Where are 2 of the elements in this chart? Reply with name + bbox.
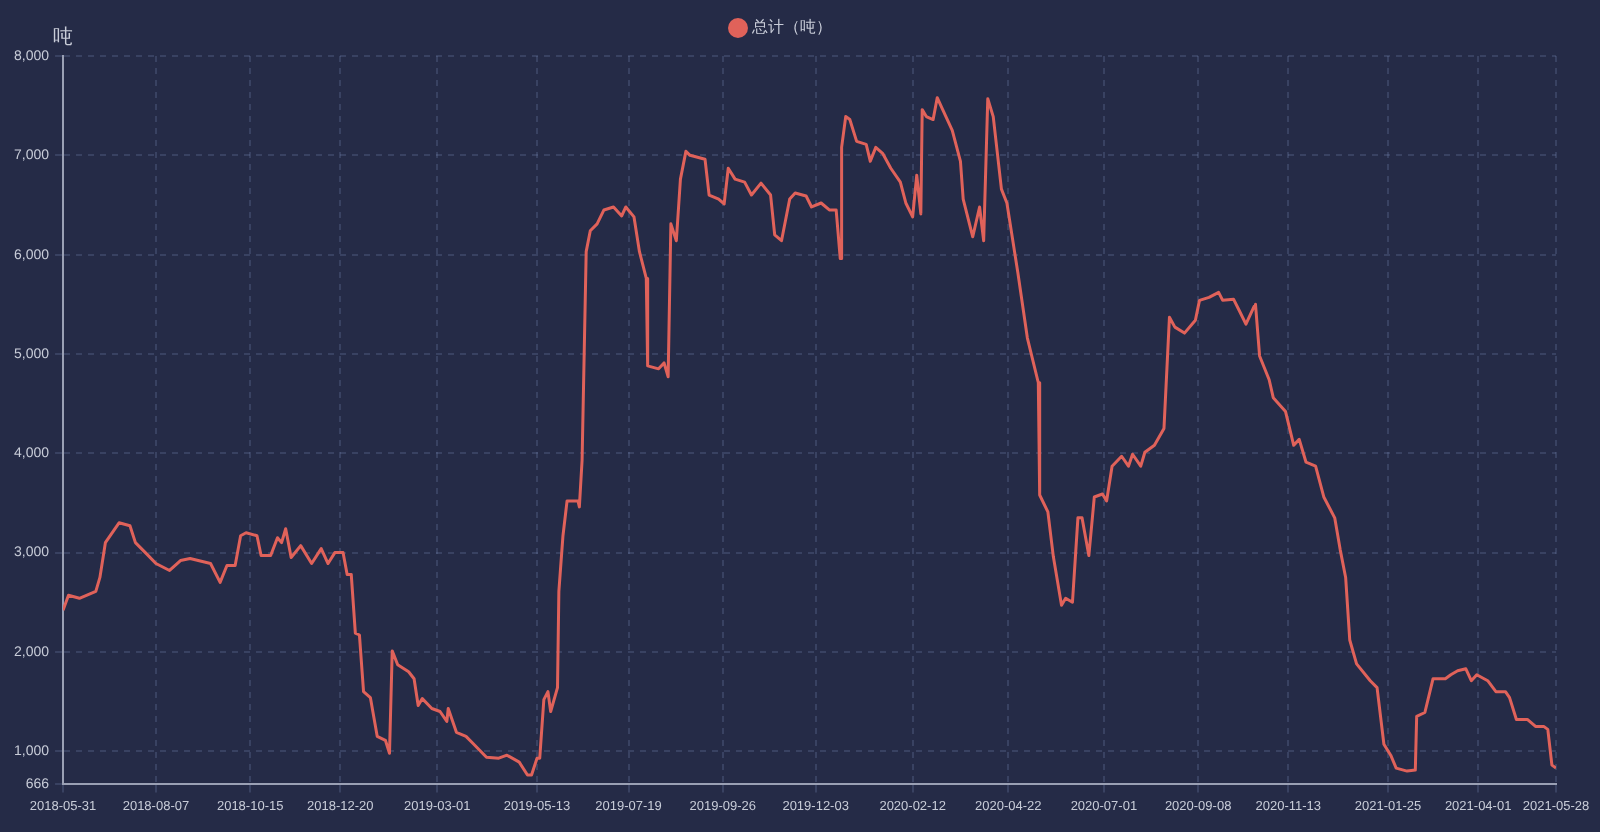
y-axis-title: 吨	[53, 25, 74, 50]
legend-label: 总计（吨）	[750, 18, 832, 37]
